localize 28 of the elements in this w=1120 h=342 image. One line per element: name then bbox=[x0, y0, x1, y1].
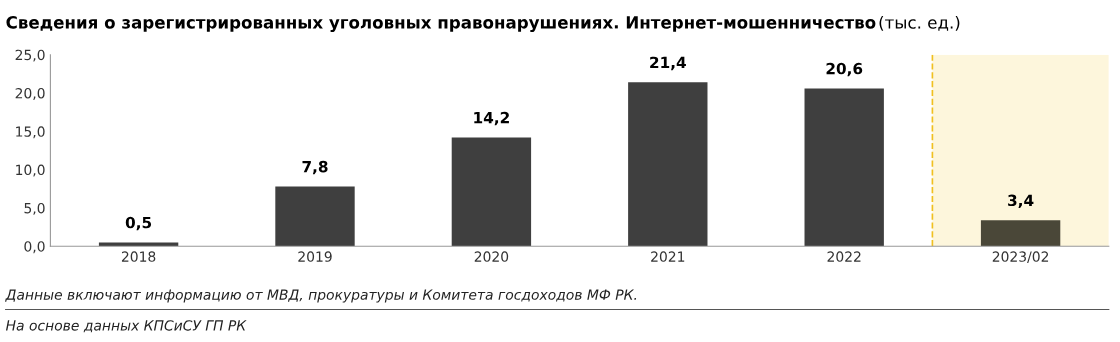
data-label: 21,4 bbox=[650, 56, 686, 71]
y-tick-label: 20,0 bbox=[15, 87, 45, 100]
bar bbox=[980, 220, 1061, 247]
bar bbox=[628, 82, 708, 247]
y-tick-label: 15,0 bbox=[16, 126, 45, 139]
y-tick-label: 10,0 bbox=[16, 164, 45, 177]
y-tick-label: 0,0 bbox=[24, 241, 45, 254]
x-tick-label: 2019 bbox=[298, 251, 332, 262]
chart-subtitle: (тыс. ед.) bbox=[879, 15, 960, 31]
bar bbox=[804, 88, 884, 247]
x-tick-label: 2022 bbox=[827, 251, 861, 262]
chart-title: Сведения о зарегистрированных уголовных правонарушениях. Интернет-мошенничество bbox=[6, 16, 876, 33]
data-label: 20,6 bbox=[826, 62, 863, 77]
bar bbox=[451, 137, 532, 247]
x-tick-label: 2018 bbox=[121, 251, 156, 262]
x-tick-label: 2023/02 bbox=[992, 251, 1049, 263]
x-tick-label: 2021 bbox=[651, 251, 685, 262]
bar bbox=[275, 186, 355, 247]
y-tick-label: 5,0 bbox=[24, 202, 45, 215]
data-label: 14,2 bbox=[474, 111, 509, 126]
x-tick-label: 2020 bbox=[474, 251, 509, 262]
y-tick-label: 25,0 bbox=[15, 49, 45, 62]
bar bbox=[98, 242, 179, 247]
data-label: 0,5 bbox=[125, 216, 152, 231]
text: Данные включают информацию от МВД, прокуратуры и Комитета госдоходов МФ РК. bbox=[5, 289, 637, 303]
text: На основе данных КПСиСУ ГП РК bbox=[5, 320, 247, 333]
data-label: 3,4 bbox=[1008, 194, 1034, 209]
data-label: 7,8 bbox=[302, 160, 328, 175]
